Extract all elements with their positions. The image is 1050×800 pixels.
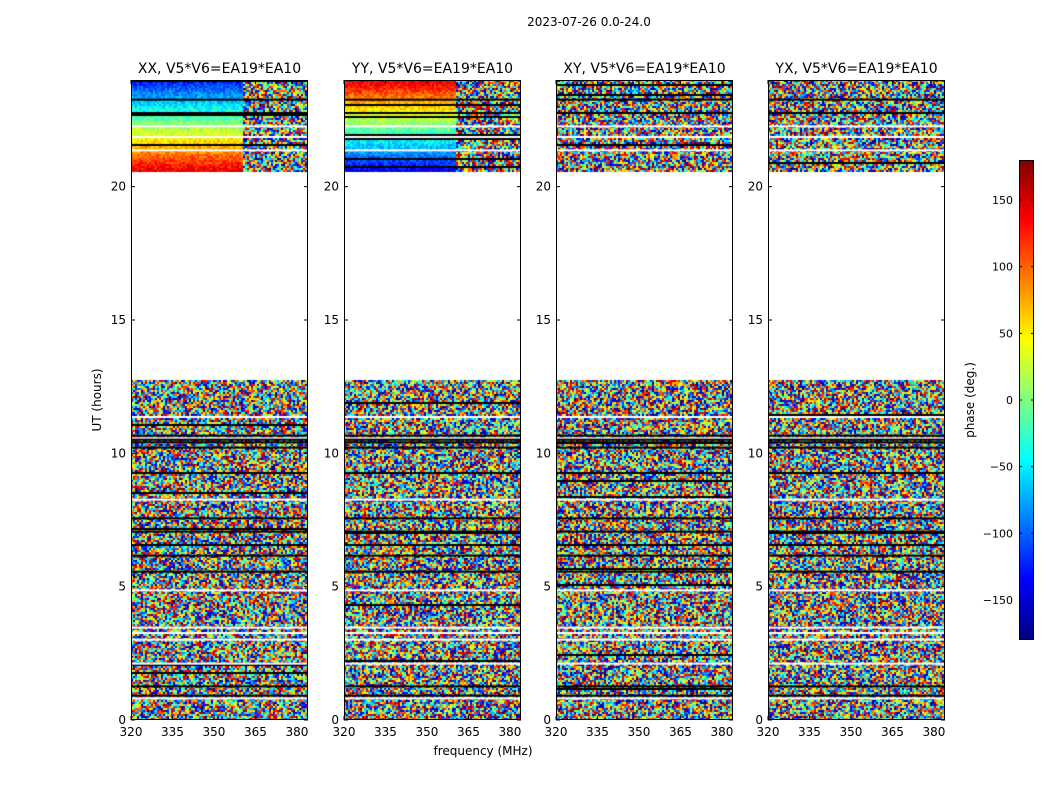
colorbar-tick-label: −50 — [990, 461, 1013, 474]
colorbar-tick-label: 100 — [992, 261, 1013, 274]
y-tick-label: 20 — [111, 180, 126, 194]
x-tick-label: 365 — [881, 725, 904, 739]
x-tick-label: 350 — [840, 725, 863, 739]
y-tick-label: 15 — [748, 313, 763, 327]
y-tick-label: 20 — [536, 180, 551, 194]
y-tick-label: 15 — [536, 313, 551, 327]
x-tick-label: 335 — [374, 725, 397, 739]
y-tick-label: 15 — [324, 313, 339, 327]
y-tick-label: 15 — [111, 313, 126, 327]
y-tick-label: 5 — [331, 580, 339, 594]
panel-title: XY, V5*V6=EA19*EA10 — [563, 61, 725, 77]
colorbar-tick-label: −100 — [983, 527, 1013, 540]
x-tick-label: 365 — [669, 725, 692, 739]
y-tick-label: 10 — [324, 446, 339, 460]
colorbar-tick-label: −150 — [983, 594, 1013, 607]
panel-yy: YY, V5*V6=EA19*EA10 320 335 350 365 380 0 5 10 15… — [324, 61, 522, 739]
colorbar: 150 100 50 0 −50 −100 −150 — [983, 160, 1034, 640]
y-tick-label: 5 — [118, 580, 126, 594]
x-tick-label: 365 — [244, 725, 267, 739]
panel-heatmap-image — [131, 80, 308, 720]
x-tick-label: 365 — [457, 725, 480, 739]
y-tick-label: 5 — [543, 580, 551, 594]
colorbar-tick-label: 50 — [999, 327, 1013, 340]
colorbar-label: phase (deg.) — [963, 362, 977, 438]
x-tick-label: 320 — [545, 725, 568, 739]
x-tick-label: 380 — [498, 725, 521, 739]
x-tick-label: 350 — [203, 725, 226, 739]
y-tick-label: 10 — [748, 446, 763, 460]
panel-title: YY, V5*V6=EA19*EA10 — [351, 61, 513, 77]
y-tick-label: 10 — [111, 446, 126, 460]
x-tick-label: 380 — [710, 725, 733, 739]
figure-title: 2023-07-26 0.0-24.0 — [527, 15, 651, 29]
panel-title: YX, V5*V6=EA19*EA10 — [774, 61, 937, 77]
colorbar-tick-label: 0 — [1006, 394, 1013, 407]
panel-frame — [768, 80, 945, 720]
y-tick-label: 20 — [324, 180, 339, 194]
x-tick-label: 335 — [798, 725, 821, 739]
panel-frame — [556, 80, 733, 720]
y-tick-label: 0 — [118, 713, 126, 727]
panel-xx: XX, V5*V6=EA19*EA10 320 335 350 365 380 0 5 10 15… — [111, 61, 309, 739]
panel-yx: YX, V5*V6=EA19*EA10 320 335 350 365 380 0 5 10 15… — [748, 61, 946, 739]
y-tick-label: 5 — [755, 580, 763, 594]
x-tick-label: 350 — [628, 725, 651, 739]
panel-heatmap-image — [768, 80, 945, 720]
panel-xy: XY, V5*V6=EA19*EA10 320 335 350 365 380 0 5 10 15… — [536, 61, 734, 739]
y-axis-label: UT (hours) — [90, 368, 104, 431]
x-tick-label: 380 — [285, 725, 308, 739]
x-tick-label: 380 — [922, 725, 945, 739]
y-tick-label: 20 — [748, 180, 763, 194]
panel-heatmap-image — [556, 80, 733, 720]
colorbar-tick-label: 150 — [992, 194, 1013, 207]
y-tick-label: 0 — [755, 713, 763, 727]
panel-title: XX, V5*V6=EA19*EA10 — [138, 61, 301, 77]
x-tick-label: 320 — [333, 725, 356, 739]
colorbar-gradient — [1019, 160, 1034, 640]
panel-frame — [131, 80, 308, 720]
y-tick-label: 0 — [543, 713, 551, 727]
x-axis-label: frequency (MHz) — [433, 744, 532, 758]
y-tick-label: 10 — [536, 446, 551, 460]
panel-heatmap-image — [344, 80, 521, 720]
x-tick-label: 320 — [757, 725, 780, 739]
x-tick-label: 320 — [120, 725, 143, 739]
panel-frame — [344, 80, 521, 720]
y-tick-label: 0 — [331, 713, 339, 727]
x-tick-label: 335 — [586, 725, 609, 739]
x-tick-label: 335 — [161, 725, 184, 739]
x-tick-label: 350 — [416, 725, 439, 739]
panels: XX, V5*V6=EA19*EA10 320 335 350 365 380 0 5 10 15… — [111, 61, 946, 739]
